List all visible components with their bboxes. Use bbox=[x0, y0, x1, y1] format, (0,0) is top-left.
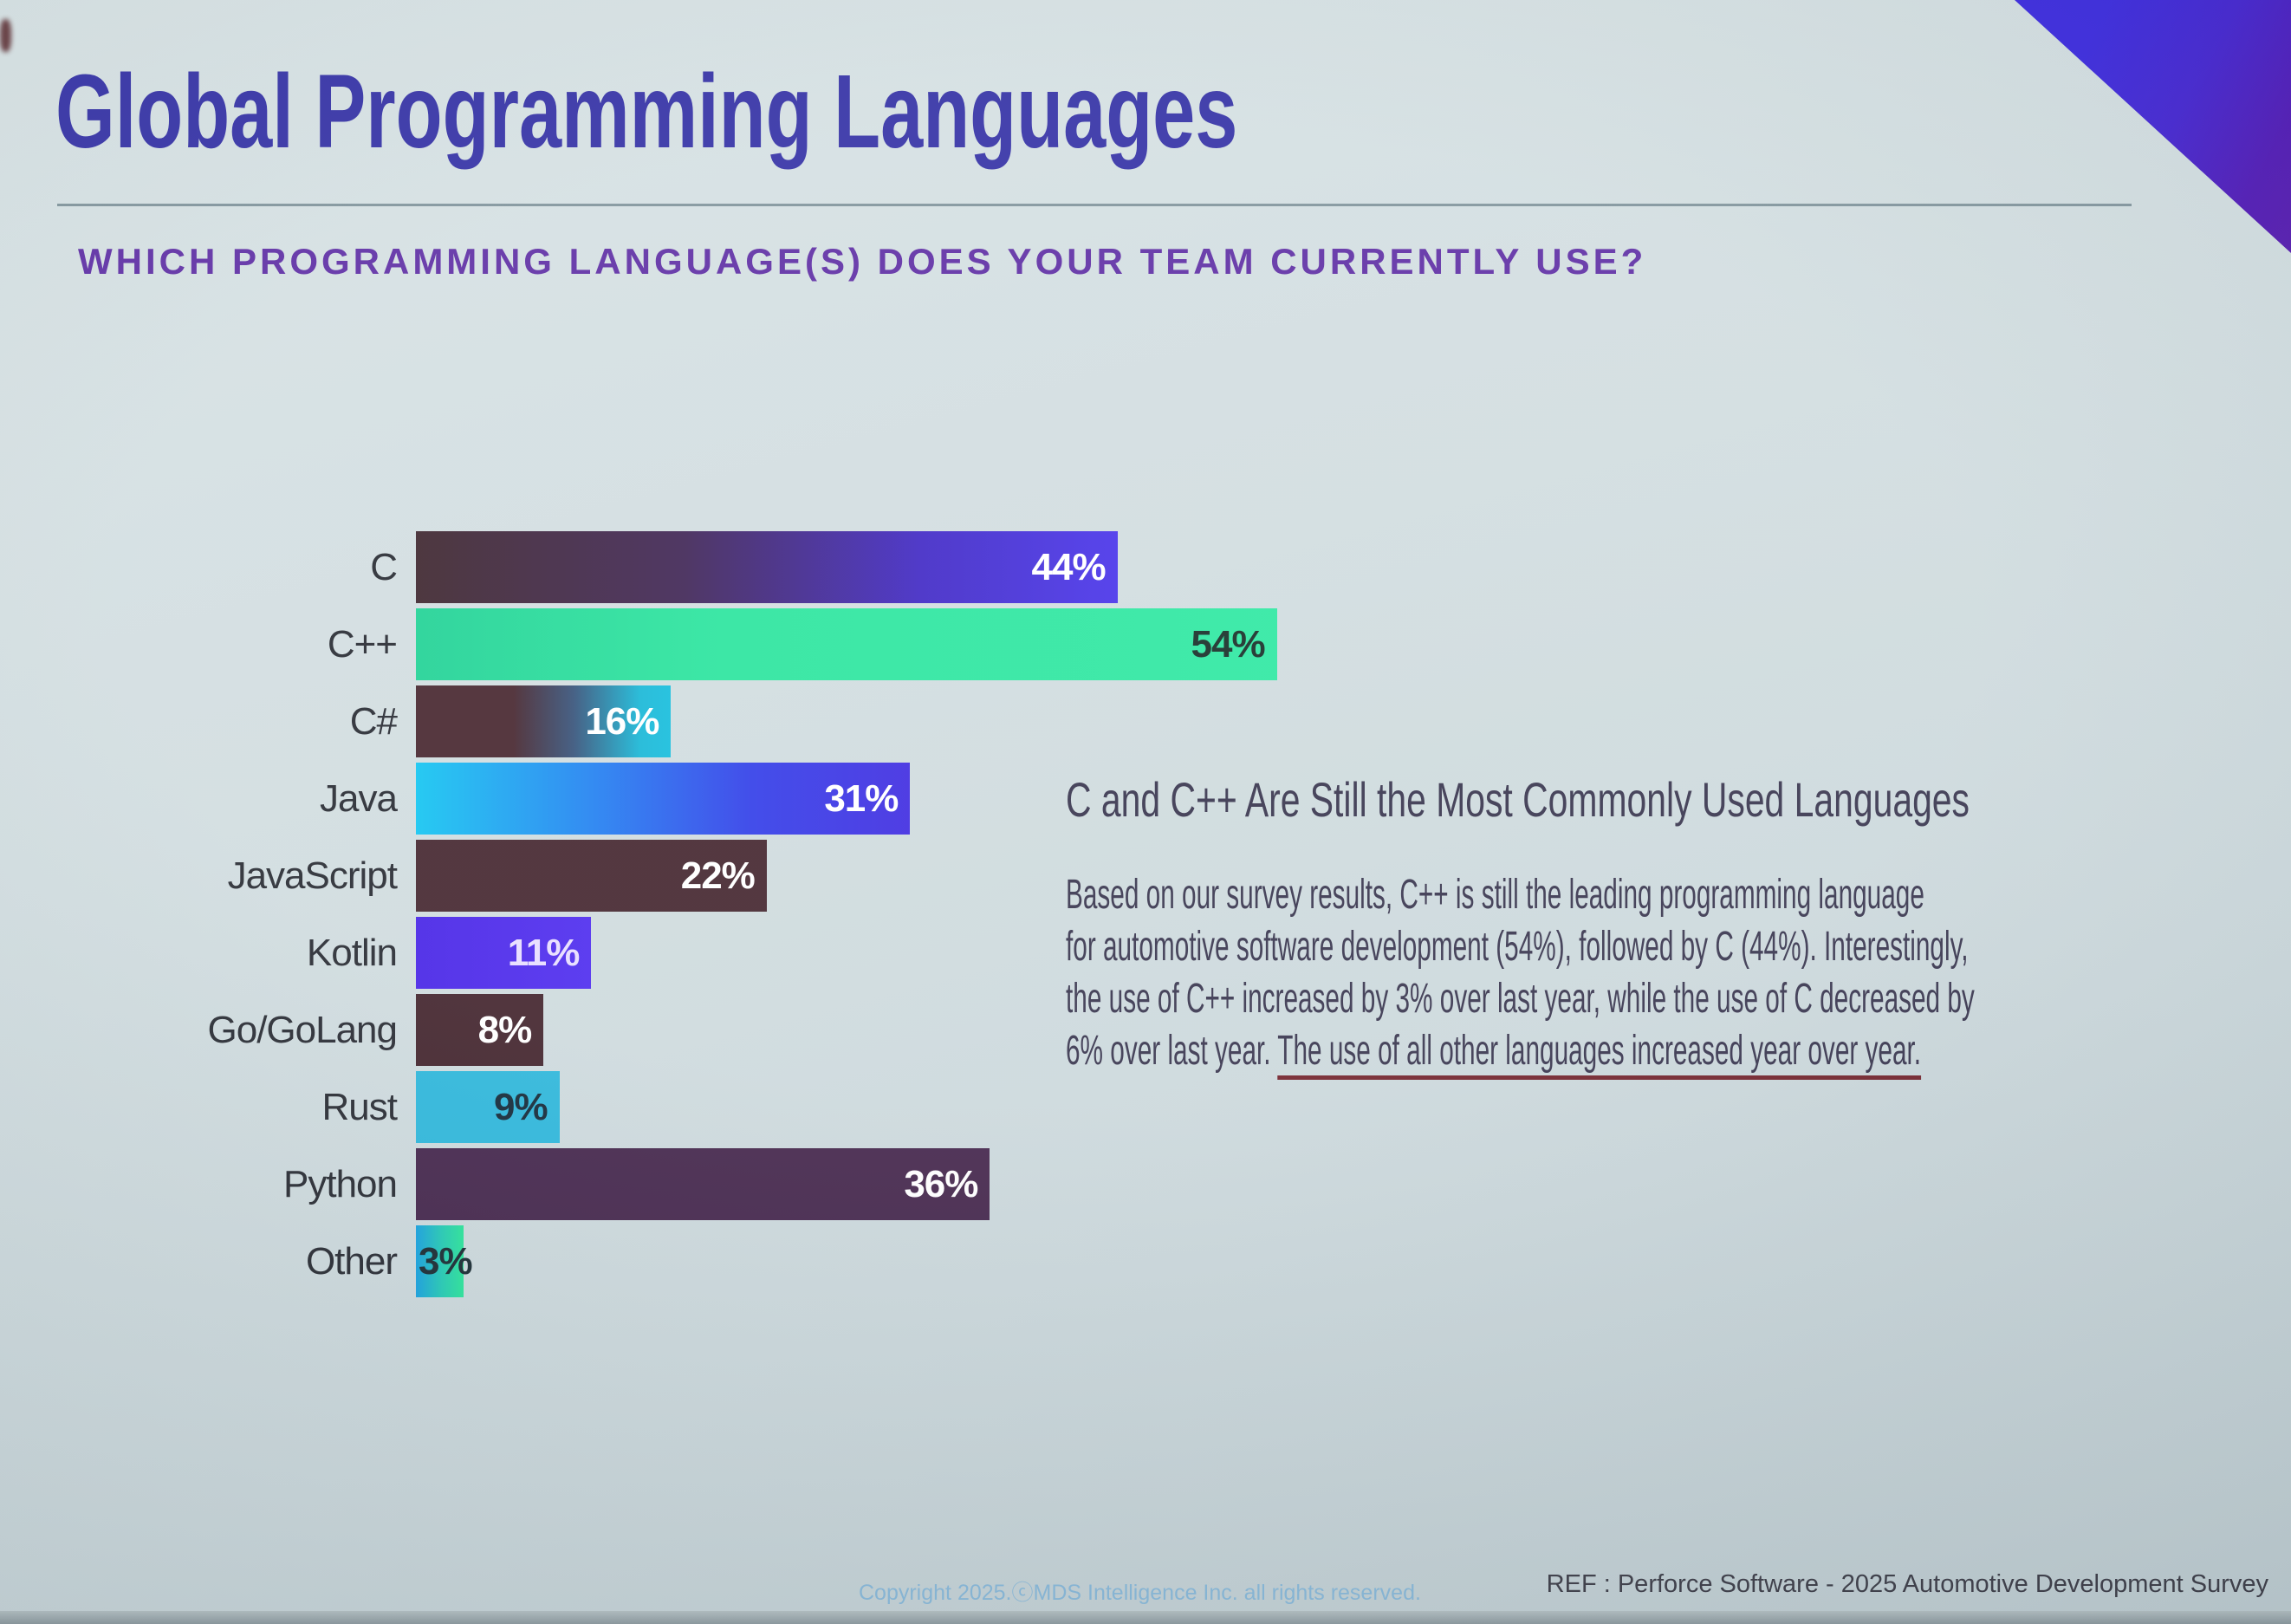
insight-underlined-sentence: The use of all other languages increased… bbox=[1277, 1028, 1922, 1074]
category-label-c-: C++ bbox=[327, 622, 398, 666]
bar-rust: 9% bbox=[416, 1071, 560, 1143]
category-label-c-: C# bbox=[349, 699, 398, 743]
chart-row: Java 31% bbox=[52, 760, 1277, 837]
photo-artifact-smudge bbox=[0, 19, 11, 52]
corner-triangle-decoration bbox=[2015, 0, 2291, 253]
chart-row: Other 3% bbox=[52, 1223, 1277, 1300]
category-label-go-golang: Go/GoLang bbox=[207, 1008, 399, 1051]
category-label-other: Other bbox=[305, 1239, 398, 1283]
screen-bottom-edge bbox=[0, 1611, 2291, 1624]
chart-row: C 44% bbox=[52, 529, 1277, 606]
chart-row: C++ 54% bbox=[52, 606, 1277, 683]
value-label: 31% bbox=[824, 776, 899, 820]
insight-text-block: C and C++ Are Still the Most Commonly Us… bbox=[1066, 772, 2291, 1077]
bar-javascript: 22% bbox=[416, 840, 767, 912]
value-label: 11% bbox=[507, 931, 581, 974]
category-label-rust: Rust bbox=[321, 1085, 398, 1128]
chart-row: Kotlin 11% bbox=[52, 914, 1277, 991]
insight-heading-text: C and C++ Are Still the Most Commonly Us… bbox=[1066, 772, 1970, 827]
bar-c-: 16% bbox=[416, 685, 672, 757]
category-label-python: Python bbox=[283, 1162, 398, 1205]
category-label-javascript: JavaScript bbox=[227, 854, 398, 897]
page-title: Global Programming Languages bbox=[55, 50, 1675, 172]
chart-row: Python 36% bbox=[52, 1146, 1277, 1223]
insight-paragraph: Based on our survey results, C++ is stil… bbox=[1066, 869, 2291, 1077]
chart-row: Rust 9% bbox=[52, 1069, 1277, 1146]
bar-go-golang: 8% bbox=[416, 994, 544, 1066]
insight-last-line-plain: 6% over last year. bbox=[1066, 1028, 1278, 1074]
value-label: 16% bbox=[585, 699, 659, 743]
bar-c: 44% bbox=[416, 531, 1118, 603]
insight-paragraph-line: 6% over last year. The use of all other … bbox=[1066, 1025, 2291, 1077]
bar-other: 3% bbox=[416, 1225, 473, 1297]
bar-kotlin: 11% bbox=[416, 917, 592, 989]
chart-row: JavaScript 22% bbox=[52, 837, 1277, 914]
bar-chart: C 44% C++ 54% C# 16% Java 31% JavaScript 22% Kotli… bbox=[52, 529, 1277, 1300]
insight-paragraph-line: Based on our survey results, C++ is stil… bbox=[1066, 872, 1924, 918]
category-label-c: C bbox=[370, 545, 398, 588]
value-label: 44% bbox=[1031, 545, 1107, 588]
bar-python: 36% bbox=[416, 1148, 990, 1220]
value-label: 9% bbox=[494, 1085, 548, 1128]
value-label: 3% bbox=[419, 1239, 473, 1283]
bar-c-: 54% bbox=[416, 608, 1277, 680]
page-title-text: Global Programming Languages bbox=[55, 52, 1238, 170]
footer-reference: REF : Perforce Software - 2025 Automotiv… bbox=[1546, 1570, 2268, 1598]
title-divider bbox=[57, 204, 2132, 206]
chart-row: Go/GoLang 8% bbox=[52, 991, 1277, 1069]
insight-paragraph-line: for automotive software development (54%… bbox=[1066, 924, 1969, 970]
footer-copyright: Copyright 2025.ⓒMDS Intelligence Inc. al… bbox=[859, 1581, 1421, 1605]
value-label: 54% bbox=[1191, 622, 1266, 666]
value-label: 36% bbox=[904, 1162, 978, 1205]
value-label: 8% bbox=[477, 1008, 533, 1051]
category-label-kotlin: Kotlin bbox=[306, 931, 398, 974]
insight-heading: C and C++ Are Still the Most Commonly Us… bbox=[1066, 772, 2291, 828]
category-label-java: Java bbox=[320, 776, 398, 820]
insight-paragraph-line: the use of C++ increased by 3% over last… bbox=[1066, 976, 1975, 1022]
value-label: 22% bbox=[680, 854, 756, 897]
survey-question-subtitle: WHICH PROGRAMMING LANGUAGE(S) DOES YOUR … bbox=[78, 241, 1647, 282]
chart-row: C# 16% bbox=[52, 683, 1277, 760]
bar-java: 31% bbox=[416, 763, 911, 835]
